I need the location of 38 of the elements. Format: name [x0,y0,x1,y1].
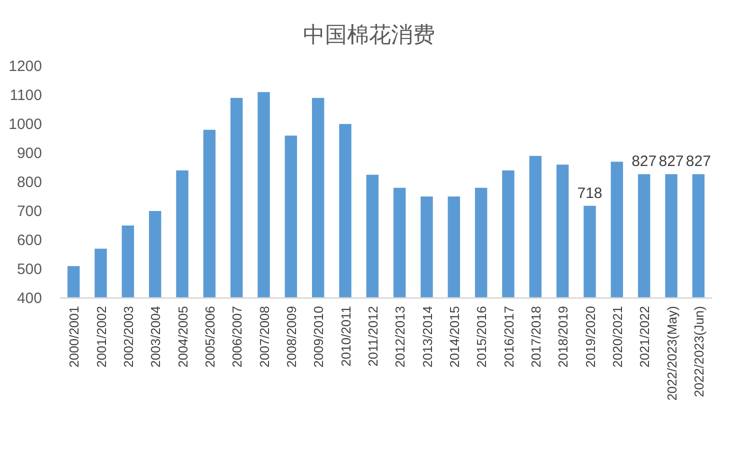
chart-title: 中国棉花消费 [303,22,435,47]
x-tick-label: 2021/2022 [637,306,652,368]
y-tick-label: 900 [16,145,42,162]
data-label: 827 [686,153,711,170]
data-label: 718 [577,184,602,202]
y-tick-label: 1100 [10,87,42,104]
x-tick-label: 2018/2019 [556,306,571,368]
data-label: 827 [632,153,657,170]
x-tick-label: 2014/2015 [446,306,462,368]
x-tick-label: 2001/2002 [94,306,109,368]
x-tick-label: 2011/2012 [365,306,380,366]
x-tick-label: 2017/2018 [528,306,544,368]
x-tick-label: 2019/2020 [582,306,598,368]
y-tick-label: 1000 [8,116,42,133]
x-tick-label: 2010/2011 [338,306,354,366]
x-tick-label: 2004/2005 [175,306,190,368]
x-tick-label: 2000/2001 [66,306,82,368]
x-tick-label: 2013/2014 [420,306,435,368]
x-tick-label: 2022/2023(May) [664,306,680,401]
x-tick-label: 2008/2009 [284,306,299,368]
x-tick-label: 2006/2007 [230,306,245,368]
y-tick-label: 700 [16,203,42,220]
x-tick-label: 2009/2010 [311,306,326,368]
x-tick-label: 2015/2016 [474,306,490,368]
y-tick-label: 600 [16,232,42,249]
x-tick-label: 2005/2006 [202,306,218,368]
x-tick-label: 2020/2021 [610,306,625,368]
data-label: 827 [658,153,684,170]
x-tick-label: 2016/2017 [501,306,516,368]
x-tick-label: 2012/2013 [392,306,408,368]
x-tick-label: 2007/2008 [256,306,272,368]
x-tick-label: 2022/2023(Jun) [691,306,706,398]
y-tick-label: 1200 [8,58,42,75]
y-tick-label: 400 [16,290,42,307]
x-tick-label: 2002/2003 [120,306,136,368]
y-tick-label: 800 [16,174,42,191]
y-tick-label: 500 [16,261,42,278]
x-tick-label: 2003/2004 [148,306,164,368]
